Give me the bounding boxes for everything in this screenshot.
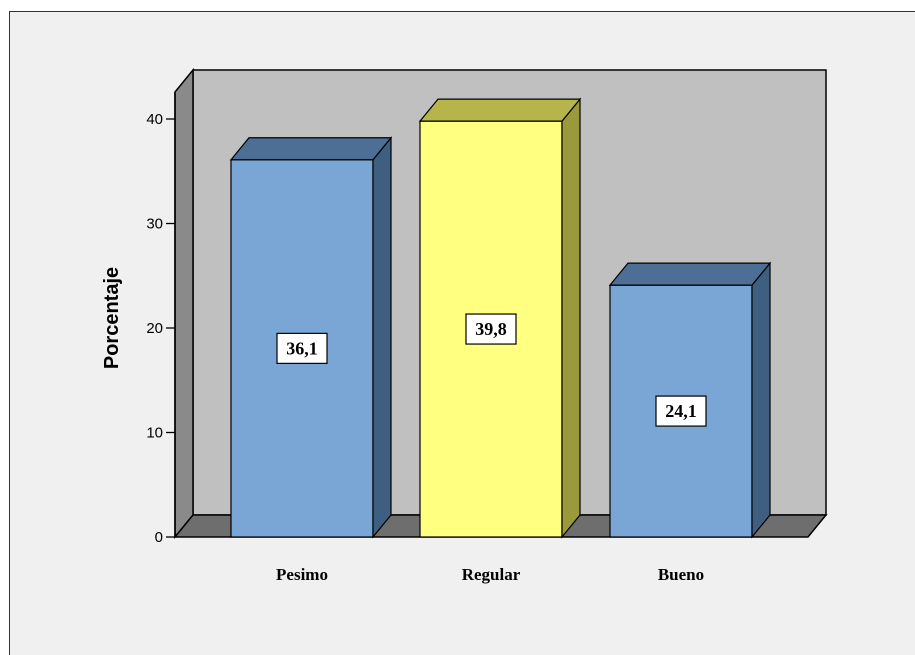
value-label-box — [655, 395, 707, 427]
left-wall — [174, 67, 194, 540]
bar-top — [418, 98, 582, 122]
value-label: 36,1 — [286, 338, 318, 358]
y-tick-label: 20 — [146, 320, 163, 337]
y-tick-label: 10 — [146, 425, 163, 442]
y-axis-label: Porcentaje — [101, 267, 123, 369]
y-tick-label: 40 — [146, 111, 163, 128]
bar-top — [608, 262, 772, 286]
x-category-label: Bueno — [658, 565, 704, 584]
y-axis: 0 10 20 30 40 — [146, 92, 176, 546]
x-category-label: Pesimo — [276, 565, 328, 584]
bar-top — [229, 137, 393, 161]
y-tick-label: 0 — [155, 529, 163, 546]
bar-side — [561, 97, 581, 539]
value-label-box — [465, 313, 517, 345]
y-tick-label: 30 — [146, 216, 163, 233]
bar-side — [372, 136, 392, 539]
value-label: 24,1 — [665, 401, 697, 421]
labels: 36,1 Pesimo 39,8 Regular 24,1 Bueno — [276, 313, 707, 584]
value-label-box — [276, 332, 328, 364]
x-category-label: Regular — [462, 565, 521, 584]
value-label: 39,8 — [475, 319, 507, 339]
bar-side — [751, 261, 771, 539]
